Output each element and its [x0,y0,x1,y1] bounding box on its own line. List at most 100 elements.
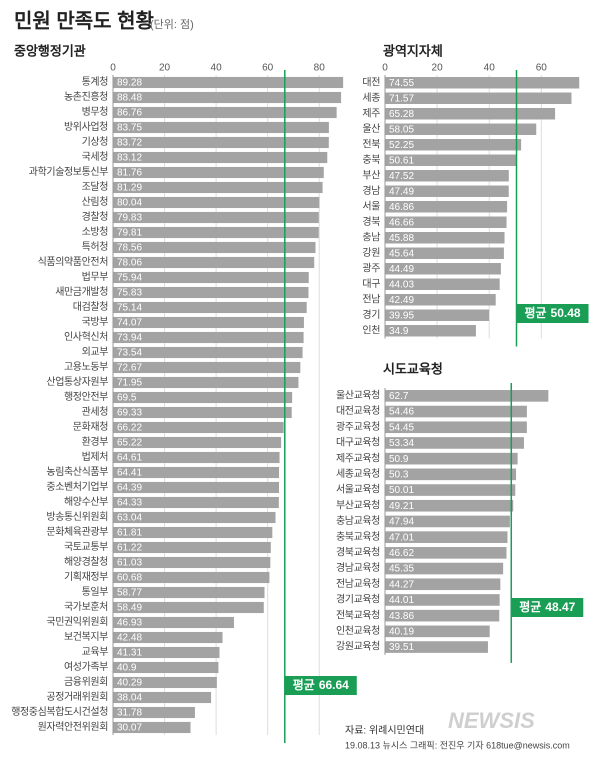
average-badge: 평균 66.64 [284,676,357,695]
value-label: 69.5 [117,393,137,404]
chart-title: 중앙행정기관 [14,43,86,58]
value-label: 43.86 [389,611,414,622]
average-label: 평균 48.47 [519,600,575,614]
value-label: 81.76 [117,168,142,179]
bar [385,499,514,512]
bar [113,661,219,674]
category-label: 환경부 [82,435,109,448]
category-label: 경북교육청 [336,545,380,558]
value-label: 40.9 [117,663,137,674]
value-label: 88.48 [117,93,142,104]
x-tick-label: 40 [211,63,223,74]
bar [385,325,476,337]
value-label: 64.39 [117,483,142,494]
bar [385,405,527,418]
category-label: 농림축산식품부 [46,466,108,478]
bar [385,515,510,528]
bar [113,331,304,344]
category-label: 병무청 [82,106,108,118]
value-label: 65.22 [117,438,142,449]
value-label: 41.31 [117,648,142,659]
bar [385,641,488,653]
bar [113,256,315,269]
category-label: 부산교육청 [336,499,380,511]
value-label: 75.83 [117,288,142,299]
category-label: 외교부 [82,346,109,358]
bar [385,185,509,197]
value-label: 46.62 [389,548,414,559]
value-label: 69.33 [117,408,142,419]
category-label: 충남 [362,231,380,243]
value-label: 81.29 [117,183,142,194]
bar [385,294,496,306]
bar [113,451,280,464]
value-label: 39.95 [389,310,414,321]
value-label: 30.07 [117,723,142,734]
value-label: 44.01 [389,595,414,606]
category-label: 산림청 [82,196,108,208]
value-label: 47.94 [389,517,414,528]
average-value: 50.48 [551,306,581,320]
bar [385,77,580,89]
value-label: 64.33 [117,498,142,509]
category-label: 대구 [362,278,380,290]
bar [385,609,500,622]
value-label: 49.21 [389,501,414,512]
category-label: 제주 [362,107,380,119]
value-label: 71.95 [117,378,142,389]
credit: 19.08.13 뉴시스 그래픽: 전진우 기자 618tue@newsis.c… [345,740,570,750]
bar [113,301,307,314]
category-label: 행정중심복합도시건설청 [11,706,108,718]
category-label: 충북 [362,154,380,166]
category-label: 세종 [362,92,380,104]
category-label: 대전 [362,76,380,88]
category-label: 경찰청 [82,210,108,223]
bar [113,586,265,599]
bar [385,421,527,434]
bar [385,625,490,638]
category-label: 문화재청 [73,421,108,433]
bar [113,361,301,374]
value-label: 83.75 [117,123,142,134]
bar [113,406,292,419]
category-label: 충북교육청 [336,531,380,543]
value-label: 89.28 [117,78,142,89]
category-label: 광주 [362,262,380,274]
category-label: 경북 [362,215,380,228]
category-label: 전남 [362,293,380,305]
bar [385,531,508,543]
category-label: 통계청 [82,76,108,88]
bar [113,721,191,734]
bar [385,139,522,151]
value-label: 61.03 [117,558,142,569]
average-badge: 평균 50.48 [516,304,589,323]
bar [113,466,280,479]
value-label: 63.04 [117,513,142,524]
source: 자료: 위례시민연대 [345,724,424,737]
category-label: 인천 [362,324,380,336]
bar [113,496,279,509]
bar [385,578,501,591]
value-label: 86.76 [117,108,142,119]
value-label: 46.66 [389,217,414,228]
bar [113,601,264,614]
value-label: 46.93 [117,618,142,629]
x-tick-label: 20 [159,63,171,74]
average-value: 48.47 [545,600,575,614]
average-text: 평균 [519,600,541,614]
category-label: 세종교육청 [336,468,380,480]
value-label: 58.49 [117,603,142,614]
value-label: 61.22 [117,543,142,554]
category-label: 서울 [362,200,380,212]
category-label: 소방청 [82,226,108,238]
value-label: 73.94 [117,333,142,344]
bar [385,562,504,575]
category-label: 부산 [362,169,380,181]
bar [113,181,323,194]
value-label: 61.81 [117,528,142,539]
value-label: 40.29 [117,678,142,689]
category-label: 광주교육청 [336,421,380,433]
bar [113,571,270,584]
bar [113,76,344,89]
value-label: 47.49 [389,186,414,197]
